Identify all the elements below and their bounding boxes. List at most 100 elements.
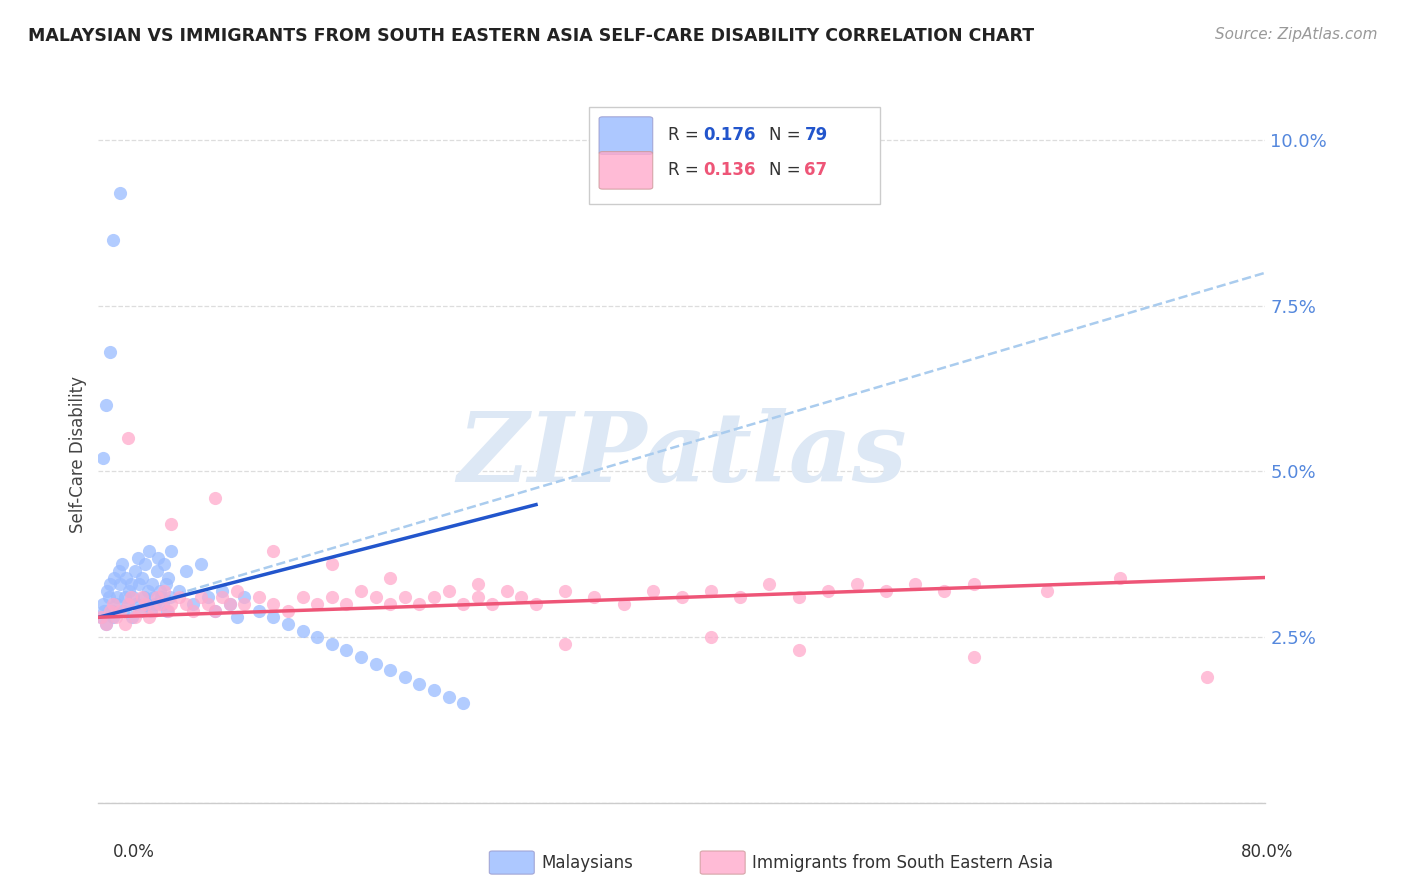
FancyBboxPatch shape bbox=[589, 107, 880, 204]
Point bbox=[226, 583, 249, 598]
Point bbox=[787, 591, 810, 605]
Point bbox=[437, 583, 460, 598]
Point bbox=[142, 591, 165, 605]
Point bbox=[108, 564, 131, 578]
Point bbox=[335, 597, 357, 611]
Text: MALAYSIAN VS IMMIGRANTS FROM SOUTH EASTERN ASIA SELF-CARE DISABILITY CORRELATION: MALAYSIAN VS IMMIGRANTS FROM SOUTH EASTE… bbox=[28, 27, 1035, 45]
Point bbox=[700, 630, 723, 644]
Point bbox=[321, 591, 343, 605]
Point bbox=[93, 604, 115, 618]
Point bbox=[218, 597, 240, 611]
Point bbox=[167, 583, 190, 598]
Point bbox=[787, 643, 810, 657]
Point bbox=[90, 610, 112, 624]
Point bbox=[122, 591, 145, 605]
Point bbox=[148, 550, 170, 565]
Point bbox=[211, 583, 233, 598]
Point bbox=[156, 604, 179, 618]
Point bbox=[262, 544, 284, 558]
Point bbox=[423, 683, 446, 698]
Point bbox=[167, 591, 190, 605]
Text: Source: ZipAtlas.com: Source: ZipAtlas.com bbox=[1215, 27, 1378, 42]
Point bbox=[262, 610, 284, 624]
Text: R =: R = bbox=[668, 161, 704, 178]
Text: N =: N = bbox=[769, 161, 806, 178]
Point bbox=[117, 597, 139, 611]
Point bbox=[114, 591, 136, 605]
Point bbox=[524, 597, 547, 611]
Point bbox=[127, 550, 149, 565]
Point bbox=[153, 558, 176, 572]
Point bbox=[451, 597, 474, 611]
Point bbox=[700, 583, 723, 598]
Point bbox=[233, 591, 256, 605]
Point bbox=[124, 610, 146, 624]
Point bbox=[380, 597, 402, 611]
Text: R =: R = bbox=[668, 126, 704, 144]
Point bbox=[247, 591, 270, 605]
Point bbox=[204, 491, 226, 505]
Point bbox=[875, 583, 897, 598]
Point bbox=[98, 577, 121, 591]
Point bbox=[394, 591, 416, 605]
Point bbox=[131, 570, 153, 584]
Point bbox=[423, 591, 446, 605]
Point bbox=[364, 591, 387, 605]
Point bbox=[671, 591, 693, 605]
Point bbox=[157, 570, 180, 584]
Point bbox=[437, 690, 460, 704]
Point bbox=[160, 517, 183, 532]
Point bbox=[350, 583, 373, 598]
Point bbox=[146, 564, 169, 578]
Point bbox=[110, 186, 132, 201]
Point bbox=[307, 630, 329, 644]
Point bbox=[226, 610, 249, 624]
Point bbox=[91, 597, 114, 611]
Point bbox=[128, 577, 150, 591]
Point bbox=[103, 570, 125, 584]
Point bbox=[104, 610, 127, 624]
Point bbox=[142, 604, 165, 618]
Point bbox=[90, 610, 112, 624]
Point bbox=[467, 577, 489, 591]
Point bbox=[101, 610, 124, 624]
Point bbox=[197, 597, 219, 611]
Point bbox=[129, 604, 152, 618]
Point bbox=[307, 597, 329, 611]
Text: 79: 79 bbox=[804, 126, 828, 144]
Point bbox=[510, 591, 533, 605]
Point bbox=[120, 591, 142, 605]
Point bbox=[149, 597, 172, 611]
Point bbox=[364, 657, 387, 671]
Point bbox=[730, 591, 752, 605]
Point bbox=[962, 650, 984, 665]
Point bbox=[97, 591, 120, 605]
Point bbox=[291, 624, 314, 638]
Point bbox=[451, 697, 474, 711]
Text: Immigrants from South Eastern Asia: Immigrants from South Eastern Asia bbox=[752, 854, 1053, 871]
Point bbox=[291, 591, 314, 605]
Point bbox=[160, 544, 183, 558]
Point bbox=[124, 564, 146, 578]
Point bbox=[134, 558, 156, 572]
Point bbox=[139, 604, 162, 618]
Point bbox=[641, 583, 664, 598]
Point bbox=[554, 637, 576, 651]
Point bbox=[94, 398, 117, 412]
Point bbox=[104, 597, 127, 611]
Point bbox=[136, 583, 159, 598]
Point bbox=[152, 597, 174, 611]
Point bbox=[100, 604, 122, 618]
Text: Malaysians: Malaysians bbox=[541, 854, 633, 871]
Point bbox=[247, 604, 270, 618]
Point bbox=[1108, 570, 1130, 584]
Point bbox=[94, 616, 117, 631]
Point bbox=[554, 583, 576, 598]
Point bbox=[159, 591, 181, 605]
Point bbox=[174, 564, 197, 578]
Point bbox=[117, 431, 139, 445]
Point bbox=[131, 591, 153, 605]
Text: 0.136: 0.136 bbox=[703, 161, 755, 178]
Point bbox=[408, 676, 430, 690]
Point bbox=[141, 577, 163, 591]
